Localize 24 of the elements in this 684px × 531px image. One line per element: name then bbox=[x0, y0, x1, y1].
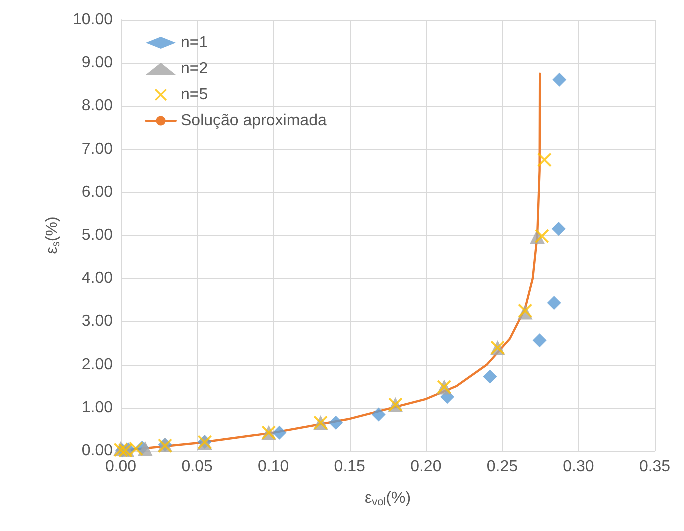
x-tick-label: 0.25 bbox=[486, 458, 518, 476]
x-tick-label: 0.10 bbox=[258, 458, 290, 476]
y-tick-label: 5.00 bbox=[82, 227, 114, 244]
x-tick-label: 0.15 bbox=[334, 458, 366, 476]
y-axis-title: εs(%) bbox=[44, 216, 63, 254]
legend-label: n=1 bbox=[181, 34, 208, 52]
y-tick-label: 6.00 bbox=[82, 184, 114, 201]
x-tick-label: 0.20 bbox=[410, 458, 442, 476]
x-tick-label: 0.30 bbox=[563, 458, 594, 476]
y-tick-label: 0.00 bbox=[82, 442, 114, 460]
y-tick-label: 10.00 bbox=[72, 12, 114, 28]
y-tick-label: 2.00 bbox=[82, 356, 114, 374]
x-tick-label: 0.05 bbox=[182, 458, 213, 476]
legend-label: n=2 bbox=[181, 60, 208, 78]
x-tick-label: 0.35 bbox=[639, 458, 671, 476]
y-tick-label: 1.00 bbox=[82, 399, 114, 416]
y-tick-label: 7.00 bbox=[82, 140, 114, 158]
y-tick-label: 4.00 bbox=[82, 270, 114, 288]
y-tick-label: 9.00 bbox=[82, 54, 114, 72]
legend-label: Solução aproximada bbox=[181, 112, 327, 130]
legend-label: n=5 bbox=[181, 86, 208, 104]
y-tick-label: 8.00 bbox=[82, 98, 114, 115]
x-tick-label: 0.00 bbox=[105, 458, 137, 476]
y-tick-label: 3.00 bbox=[82, 313, 114, 330]
